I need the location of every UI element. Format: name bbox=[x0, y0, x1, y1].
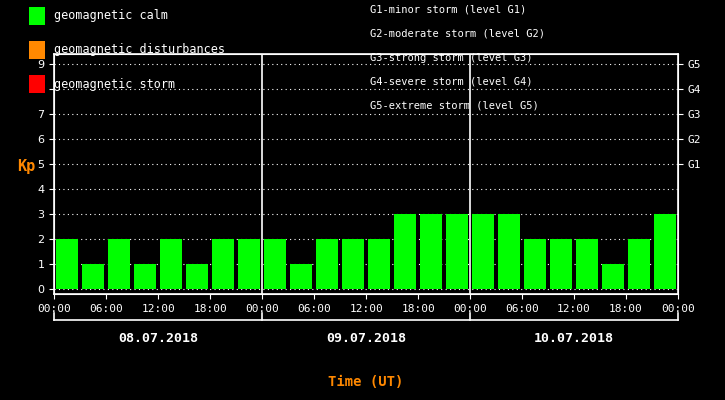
Text: geomagnetic storm: geomagnetic storm bbox=[54, 78, 175, 90]
Bar bbox=[239, 239, 260, 289]
Bar bbox=[394, 214, 416, 289]
Text: G5-extreme storm (level G5): G5-extreme storm (level G5) bbox=[370, 101, 539, 111]
Text: G2-moderate storm (level G2): G2-moderate storm (level G2) bbox=[370, 29, 544, 39]
Bar bbox=[524, 239, 546, 289]
Bar bbox=[446, 214, 468, 289]
Bar bbox=[472, 214, 494, 289]
Text: 08.07.2018: 08.07.2018 bbox=[118, 332, 199, 344]
Text: Time (UT): Time (UT) bbox=[328, 375, 404, 389]
Bar bbox=[602, 264, 624, 289]
Bar bbox=[420, 214, 442, 289]
Bar bbox=[550, 239, 572, 289]
Bar bbox=[83, 264, 104, 289]
Bar bbox=[264, 239, 286, 289]
Bar bbox=[160, 239, 182, 289]
Bar bbox=[212, 239, 234, 289]
Text: G1-minor storm (level G1): G1-minor storm (level G1) bbox=[370, 5, 526, 15]
Text: 09.07.2018: 09.07.2018 bbox=[326, 332, 406, 344]
Text: geomagnetic calm: geomagnetic calm bbox=[54, 10, 167, 22]
Text: G3-strong storm (level G3): G3-strong storm (level G3) bbox=[370, 53, 532, 63]
Bar bbox=[342, 239, 364, 289]
Bar bbox=[368, 239, 390, 289]
Bar bbox=[108, 239, 130, 289]
Bar bbox=[186, 264, 208, 289]
Bar bbox=[654, 214, 676, 289]
Text: geomagnetic disturbances: geomagnetic disturbances bbox=[54, 44, 225, 56]
Text: 10.07.2018: 10.07.2018 bbox=[534, 332, 614, 344]
Bar bbox=[57, 239, 78, 289]
Bar bbox=[576, 239, 598, 289]
Bar bbox=[290, 264, 312, 289]
Bar bbox=[134, 264, 157, 289]
Y-axis label: Kp: Kp bbox=[17, 159, 36, 174]
Bar bbox=[628, 239, 650, 289]
Bar bbox=[316, 239, 338, 289]
Text: G4-severe storm (level G4): G4-severe storm (level G4) bbox=[370, 77, 532, 87]
Bar bbox=[498, 214, 520, 289]
